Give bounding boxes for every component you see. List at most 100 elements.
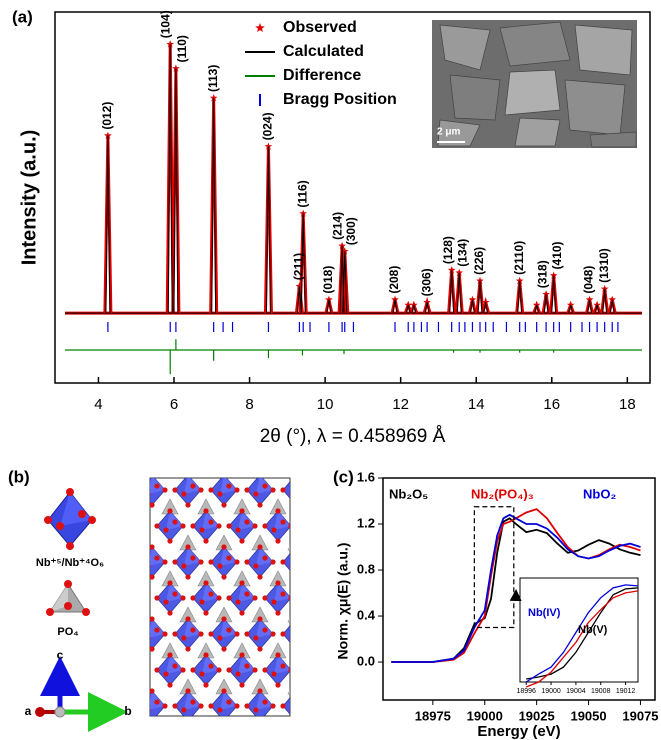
oxygen: [172, 591, 178, 597]
oxygen: [226, 523, 232, 529]
oxygen: [199, 527, 205, 533]
oxygen: [311, 580, 316, 585]
oxygen: [154, 627, 160, 633]
x-tick-label: 19000: [467, 708, 503, 723]
x-tick-label: 14: [468, 396, 485, 413]
oxygen: [275, 652, 281, 658]
observed-marker: [515, 276, 524, 285]
octa-face: [282, 481, 290, 499]
x-tick-label: 19008: [591, 688, 611, 695]
octa-face: [292, 475, 309, 494]
oxygen: [275, 610, 281, 616]
observed-marker: [172, 64, 180, 72]
oxygen: [167, 652, 173, 658]
oxygen: [262, 627, 268, 633]
octahedron: [136, 478, 168, 508]
oxygen: [199, 671, 205, 677]
calculated-peak: [543, 294, 549, 314]
oxygen: [154, 595, 160, 601]
crystal-structure: [136, 472, 327, 723]
peak-label: (024): [261, 112, 275, 140]
sem-grain: [574, 24, 633, 76]
oxygen: [298, 523, 303, 528]
oxygen: [288, 595, 290, 601]
oxygen: [307, 599, 312, 604]
calculated-peak: [594, 304, 600, 314]
oxygen: [280, 591, 286, 597]
peak-label: (318): [535, 260, 549, 288]
oxygen: [226, 627, 232, 633]
oxygen: [185, 472, 190, 477]
peak-label: (134): [455, 239, 469, 267]
observed-marker: [468, 295, 477, 303]
oxygen: [190, 667, 196, 673]
x-tick-label: 8: [245, 396, 253, 413]
oxygen: [289, 636, 290, 640]
oxygen: [163, 527, 169, 533]
oxygen: [190, 555, 196, 561]
peak-label: (1310): [597, 248, 611, 283]
octahedron: [226, 580, 258, 616]
x-tick-label: 10: [317, 396, 334, 413]
octahedron: [208, 544, 240, 580]
y-axis-label: Norm. χμ(E) (a.u.): [335, 543, 351, 660]
peak-label: (116): [295, 180, 309, 207]
tetrahedron: [277, 714, 279, 716]
oxygen: [253, 491, 259, 497]
observed-marker: [447, 266, 456, 274]
octa-face: [310, 655, 327, 674]
oxygen: [162, 703, 168, 709]
oxygen: [150, 688, 155, 694]
oxygen: [244, 487, 250, 493]
oxygen: [252, 667, 258, 673]
legend-label: Calculated: [283, 43, 364, 60]
oxygen: [185, 544, 191, 550]
oxygen: [280, 703, 286, 709]
oxygen: [180, 667, 186, 673]
oxygen: [190, 595, 196, 601]
oxygen: [293, 502, 298, 507]
observed-marker: [585, 295, 594, 303]
calculated-peak: [477, 280, 483, 314]
series-line: [391, 517, 641, 663]
legend-label: Observed: [283, 19, 357, 36]
observed-marker: [476, 276, 484, 285]
oxygen: [136, 703, 141, 708]
octahedron-icon: [44, 488, 96, 550]
oxygen: [252, 595, 258, 601]
oxygen: [306, 559, 311, 564]
x-tick-label: 19050: [570, 708, 606, 723]
calculated-peak: [342, 251, 348, 314]
oxygen: [181, 491, 187, 497]
oxygen: [217, 635, 223, 641]
oxygen: [235, 599, 241, 605]
oxygen: [185, 688, 191, 694]
octahedron: [262, 652, 290, 688]
observed-marker: [481, 298, 490, 306]
panel-label: (b): [8, 467, 30, 486]
oxygen: [221, 616, 227, 622]
oxygen: [257, 502, 263, 508]
tetrahedron: [306, 571, 322, 586]
y-tick-label: 0.0: [357, 653, 375, 668]
observed-marker: [566, 301, 575, 309]
oxygen: [221, 718, 226, 723]
octahedron: [244, 544, 276, 580]
observed-marker: [532, 301, 541, 309]
calculated-peak: [326, 299, 332, 314]
oxygen: [172, 559, 178, 565]
x-axis-label: Energy (eV): [477, 723, 560, 740]
oxygen: [208, 631, 214, 637]
oxygen: [216, 523, 222, 529]
oxygen: [136, 487, 141, 492]
peak-label: (208): [387, 266, 401, 294]
oxygen: [271, 599, 277, 605]
oxygen: [190, 523, 196, 529]
oxygen: [167, 682, 173, 688]
oxygen: [150, 708, 151, 712]
octahedron: [244, 478, 276, 508]
oxygen: [235, 527, 241, 533]
oxygen: [203, 682, 209, 688]
oxygen: [185, 718, 190, 723]
